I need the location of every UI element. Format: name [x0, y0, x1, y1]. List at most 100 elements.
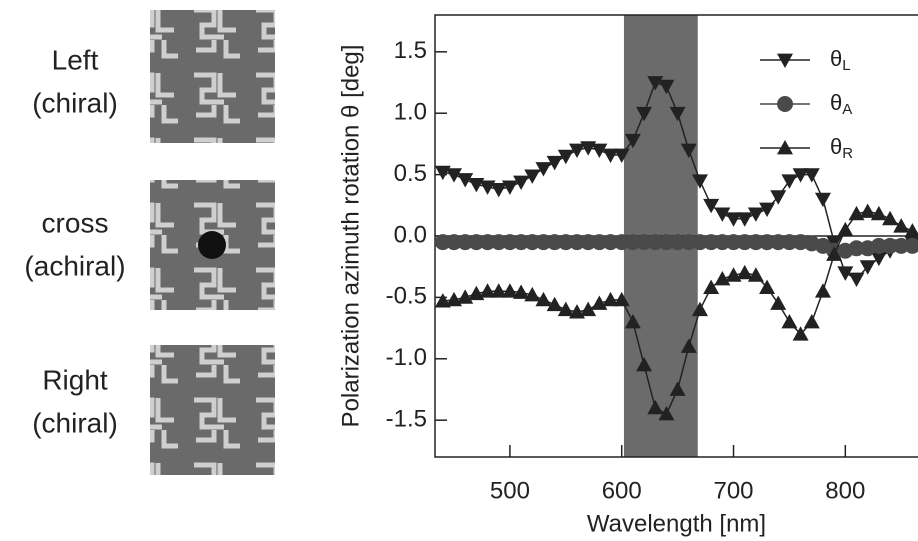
marker [703, 198, 720, 214]
marker [792, 326, 809, 341]
marker [669, 234, 686, 251]
marker [513, 234, 530, 251]
marker [636, 234, 653, 251]
marker [736, 264, 753, 280]
panel-label: Left [52, 44, 99, 75]
marker [736, 212, 753, 227]
marker [613, 234, 630, 251]
marker [691, 301, 708, 317]
marker [725, 234, 742, 251]
marker [613, 291, 630, 307]
marker [624, 234, 641, 251]
marker [837, 266, 854, 281]
marker [490, 283, 507, 298]
marker [434, 234, 451, 251]
marker [747, 267, 764, 282]
y-tick-label: -1.5 [386, 406, 427, 433]
marker [535, 234, 552, 251]
marker [777, 96, 793, 112]
marker [703, 279, 720, 294]
marker [669, 106, 686, 122]
panel-label: Right [42, 364, 108, 395]
panel-label: (chiral) [32, 407, 118, 438]
marker [580, 234, 597, 251]
left-image [150, 10, 275, 143]
x-tick-label: 700 [713, 477, 753, 504]
y-tick-label: 0.5 [394, 160, 427, 187]
marker [777, 140, 793, 155]
marker [680, 234, 697, 251]
marker [636, 106, 653, 122]
marker [591, 295, 608, 310]
marker [893, 218, 910, 233]
marker [546, 296, 563, 312]
marker [557, 149, 574, 165]
marker [624, 133, 641, 149]
marker [591, 234, 608, 251]
legend-label: θR [830, 134, 853, 162]
y-axis-label: Polarization azimuth rotation θ [deg] [337, 45, 364, 428]
marker [457, 234, 474, 251]
marker [803, 313, 820, 329]
marker [691, 174, 708, 189]
marker [777, 53, 793, 68]
marker [658, 406, 675, 421]
marker [602, 234, 619, 251]
marker [736, 234, 753, 251]
marker [513, 175, 530, 190]
marker [814, 192, 831, 208]
marker [759, 234, 776, 251]
marker [524, 286, 541, 302]
legend-label: θA [830, 90, 852, 118]
marker [501, 283, 518, 298]
y-tick-label: 1.0 [394, 99, 427, 126]
y-tick-label: 1.5 [394, 37, 427, 64]
marker [759, 202, 776, 217]
marker [904, 237, 918, 254]
marker [781, 313, 798, 329]
marker [714, 270, 731, 286]
marker [759, 279, 776, 294]
marker [893, 237, 910, 254]
marker [658, 234, 675, 251]
marker [602, 291, 619, 307]
marker [636, 356, 653, 372]
marker [658, 79, 675, 95]
marker [535, 291, 552, 307]
marker [870, 251, 887, 267]
marker [770, 234, 787, 251]
marker [714, 207, 731, 222]
marker [546, 234, 563, 251]
x-tick-label: 800 [825, 477, 865, 504]
y-tick-label: 0.0 [394, 221, 427, 248]
marker [814, 283, 831, 298]
marker [457, 173, 474, 188]
marker [513, 284, 530, 299]
marker [870, 205, 887, 221]
marker [479, 283, 496, 298]
marker [568, 234, 585, 251]
marker [613, 148, 630, 163]
marker [501, 234, 518, 251]
marker [803, 168, 820, 183]
right-image [150, 345, 275, 475]
marker [859, 260, 876, 275]
marker [446, 234, 463, 251]
marker [691, 234, 708, 251]
marker [781, 174, 798, 189]
marker [703, 234, 720, 251]
marker [680, 143, 697, 159]
panel-label: cross [42, 207, 109, 238]
marker [770, 295, 787, 310]
cross-center [198, 231, 226, 259]
y-tick-label: -1.0 [386, 344, 427, 371]
marker [770, 190, 787, 205]
marker [870, 237, 887, 254]
marker [848, 240, 865, 257]
panel-label: (achiral) [24, 250, 125, 281]
marker [602, 148, 619, 163]
marker [904, 223, 918, 238]
marker [826, 246, 843, 261]
marker [457, 289, 474, 304]
marker [568, 143, 585, 159]
